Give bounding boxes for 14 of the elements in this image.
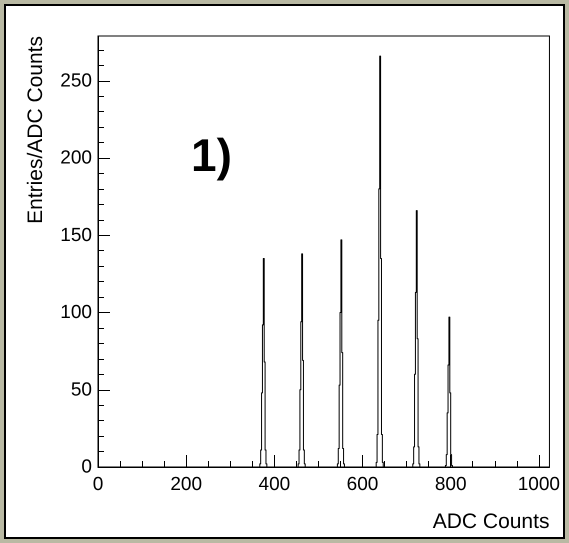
x-axis-title: ADC Counts — [432, 510, 550, 533]
y-tick-label: 150 — [60, 224, 92, 246]
x-tick-label: 800 — [434, 474, 467, 495]
x-tick-label: 1000 — [518, 474, 560, 495]
x-tick-label: 600 — [346, 474, 378, 495]
y-tick-label: 200 — [60, 148, 92, 169]
y-axis-title: Entries/ADC Counts — [24, 36, 47, 224]
annotation: 1) — [191, 129, 232, 181]
y-tick-label: 0 — [81, 456, 92, 478]
x-tick-label: 200 — [170, 474, 202, 495]
y-tick-label: 100 — [60, 302, 92, 324]
y-tick-label: 250 — [60, 70, 92, 92]
x-tick-label: 400 — [258, 474, 290, 495]
y-tick-label: 50 — [70, 379, 92, 400]
